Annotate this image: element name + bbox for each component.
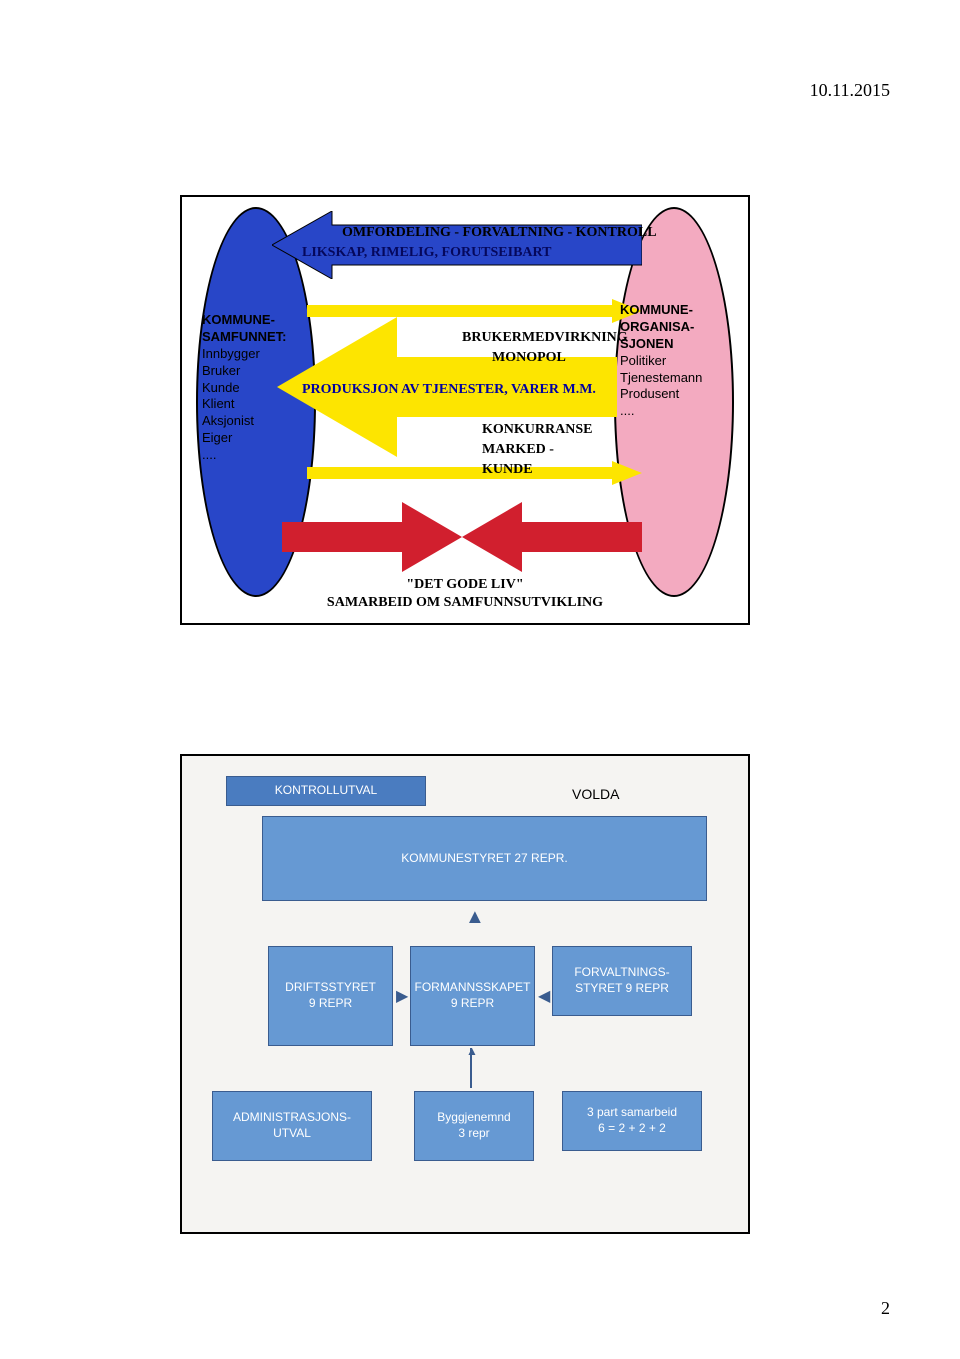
top-arrow-label-2: LIKSKAP, RIMELIG, FORUTSEIBART [302,245,552,261]
box-formannskapet: FORMANNSSKAPET 9 REPR [410,946,535,1046]
box-admin: ADMINISTRASJONS- UTVAL [212,1091,372,1161]
forvaltning-line2: STYRET 9 REPR [575,981,669,997]
volda-label: VOLDA [572,786,619,802]
byggje-line2: 3 repr [458,1126,489,1142]
trepart-line2: 6 = 2 + 2 + 2 [598,1121,666,1137]
forvaltning-line1: FORVALTNINGS- [574,965,669,981]
page-number: 2 [881,1298,890,1319]
yellow-label-lower-2: MARKED - [482,442,554,458]
box-trepart: 3 part samarbeid 6 = 2 + 2 + 2 [562,1091,702,1151]
right-item-2: Produsent [620,386,679,401]
box-byggje: Byggjenemnd 3 repr [414,1091,534,1161]
admin-line1: ADMINISTRASJONS- [233,1110,351,1126]
yellow-label-lower-1: KONKURRANSE [482,422,592,438]
left-ellipse-text: KOMMUNE-SAMFUNNET: Innbygger Bruker Kund… [202,312,312,464]
yellow-label-upper-2: MONOPOL [492,350,566,366]
left-item-1: Bruker [202,363,240,378]
formannskapet-line2: 9 REPR [451,996,494,1012]
driftsstyret-line2: 9 REPR [309,996,352,1012]
box-kommunestyret: KOMMUNESTYRET 27 REPR. [262,816,707,901]
bottom-label-2: SAMARBEID OM SAMFUNNSUTVIKLING [182,595,748,611]
left-item-2: Kunde [202,380,240,395]
thin-arrow-head-icon: ▲ [466,1044,478,1058]
box-forvaltning: FORVALTNINGS- STYRET 9 REPR [552,946,692,1016]
right-item-1: Tjenestemann [620,370,702,385]
diagram-relations: OMFORDELING - FORVALTNING - KONTROLL LIK… [180,195,750,625]
left-item-5: Eiger [202,430,232,445]
right-ellipse-text: KOMMUNE-ORGANISA-SJONEN Politiker Tjenes… [620,302,730,420]
left-item-0: Innbygger [202,346,260,361]
right-title: KOMMUNE-ORGANISA-SJONEN [620,302,694,351]
red-arrows [282,497,642,577]
box-driftsstyret: DRIFTSSTYRET 9 REPR [268,946,393,1046]
arrow-right-icon: ▶ [396,986,408,1006]
top-arrow-label-1: OMFORDELING - FORVALTNING - KONTROLL [342,225,657,241]
arrow-up-icon: ▲ [465,906,485,929]
page-date: 10.11.2015 [810,80,890,101]
yellow-label-upper-1: BRUKERMEDVIRKNING [462,330,628,346]
driftsstyret-line1: DRIFTSSTYRET [285,980,376,996]
admin-line2: UTVAL [273,1126,311,1142]
left-item-3: Klient [202,396,235,411]
arrow-left-icon: ◀ [538,986,550,1006]
box-kontrollutval: KONTROLLUTVAL [226,776,426,806]
formannskapet-line1: FORMANNSSKAPET [414,980,530,996]
left-title: KOMMUNE-SAMFUNNET: [202,312,287,344]
right-item-0: Politiker [620,353,666,368]
byggje-line1: Byggjenemnd [437,1110,510,1126]
left-item-4: Aksjonist [202,413,254,428]
diagram-org-chart: KONTROLLUTVAL VOLDA KOMMUNESTYRET 27 REP… [180,754,750,1234]
yellow-label-lower-3: KUNDE [482,462,533,478]
trepart-line1: 3 part samarbeid [587,1105,677,1121]
bottom-label-1: "DET GODE LIV" [182,577,748,593]
yellow-label-mid: PRODUKSJON AV TJENESTER, VARER M.M. [302,382,596,398]
right-item-3: .... [620,403,634,418]
left-item-6: .... [202,447,216,462]
